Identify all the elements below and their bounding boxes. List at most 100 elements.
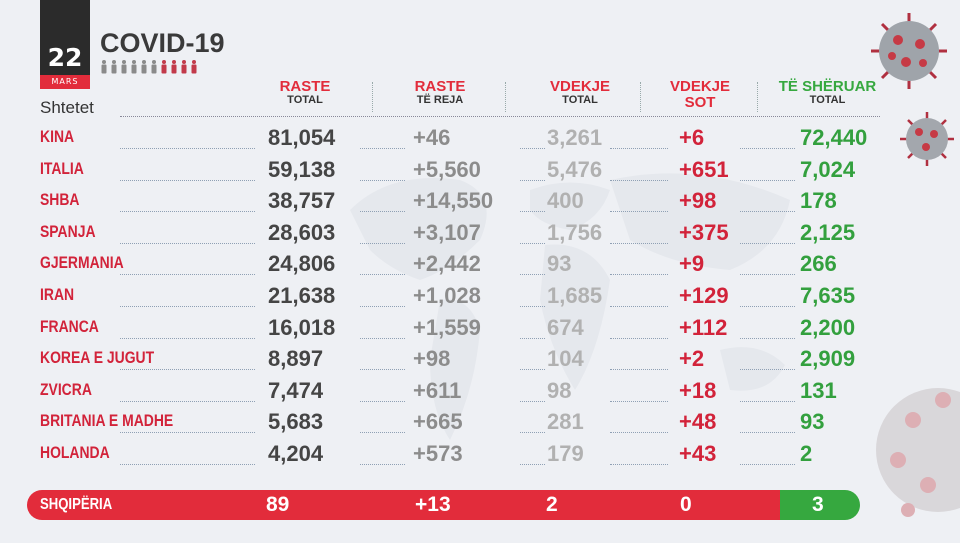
row-dotted-line <box>360 242 405 244</box>
header-line2: TË REJA <box>416 93 464 106</box>
table-row: SHBA 38,757 +14,550 400 +98 178 <box>0 188 960 221</box>
country-name: ITALIA <box>40 158 84 178</box>
header-line1: RASTE <box>414 78 466 95</box>
row-dotted-line <box>520 432 545 434</box>
cases-new: +98 <box>413 346 451 372</box>
deaths-today: +6 <box>679 125 705 150</box>
cases-total: 81,054 <box>268 125 336 150</box>
country-name: HOLANDA <box>40 443 110 462</box>
row-dotted-line <box>120 464 255 465</box>
country-name: SHBA <box>40 190 80 210</box>
page-title: COVID-19 <box>100 28 225 58</box>
albania-new: +13 <box>415 493 451 516</box>
states-label: Shtetet <box>40 98 94 117</box>
virus-icon <box>876 388 960 517</box>
row-dotted-line <box>520 148 545 149</box>
row-dotted-line <box>740 148 795 149</box>
row-dotted-line <box>360 464 405 465</box>
deaths-total: 281 <box>547 409 584 435</box>
country-name: GJERMANIA <box>40 253 124 273</box>
divider <box>120 116 880 117</box>
row-dotted-line <box>360 211 405 213</box>
deaths-today: +48 <box>679 409 717 435</box>
table-row: FRANCA 16,018 +1,559 674 +112 2,200 <box>0 314 960 348</box>
table-row: HOLANDA 4,204 +573 179 +43 2 <box>0 441 960 474</box>
header-line2: TOTAL <box>287 93 323 106</box>
table-row: ITALIA 59,138 +5,560 5,476 +651 7,024 <box>0 156 960 190</box>
cases-total: 8,897 <box>268 346 324 372</box>
virus-icon <box>871 13 947 89</box>
row-dotted-line <box>120 148 255 149</box>
deaths-today: +98 <box>679 188 717 214</box>
deaths-total: 93 <box>547 251 572 277</box>
person-icon <box>181 60 187 74</box>
deaths-today: +2 <box>679 346 705 372</box>
recovered-total: 266 <box>800 251 837 277</box>
row-dotted-line <box>610 274 668 276</box>
row-dotted-line <box>740 337 795 339</box>
header-line1: RASTE <box>279 78 331 95</box>
header-vdekje-total: VDEKJE TOTAL <box>540 79 620 106</box>
header-separator <box>640 82 641 112</box>
albania-today: 0 <box>680 493 692 516</box>
row-dotted-line <box>120 242 255 244</box>
row-dotted-line <box>520 211 545 213</box>
header-line1: VDEKJE <box>669 78 731 95</box>
header-line2: TOTAL <box>562 93 598 106</box>
cases-new: +665 <box>413 409 463 435</box>
cases-new: +3,107 <box>413 219 481 245</box>
cases-new: +5,560 <box>413 156 481 182</box>
header-separator <box>372 82 373 112</box>
country-name: FRANCA <box>40 316 99 336</box>
row-dotted-line <box>740 306 795 307</box>
deaths-total: 400 <box>547 188 584 214</box>
cases-total: 7,474 <box>268 377 324 403</box>
deaths-total: 1,756 <box>547 219 603 245</box>
row-dotted-line <box>120 432 255 434</box>
row-dotted-line <box>360 432 405 434</box>
row-dotted-line <box>740 432 795 434</box>
row-dotted-line <box>520 400 545 402</box>
recovered-total: 131 <box>800 377 837 403</box>
deaths-today: +18 <box>679 377 717 403</box>
albania-country: SHQIPËRIA <box>40 496 113 513</box>
table-row: SPANJA 28,603 +3,107 1,756 +375 2,125 <box>0 219 960 253</box>
person-icon <box>101 60 107 74</box>
country-name: IRAN <box>40 285 75 304</box>
cases-new: +46 <box>413 125 451 150</box>
header-line1: VDEKJE <box>549 78 611 95</box>
table-row: KOREA E JUGUT 8,897 +98 104 +2 2,909 <box>0 346 960 379</box>
albania-deaths: 2 <box>546 493 558 516</box>
country-name: ZVICRA <box>40 379 92 399</box>
header-separator <box>757 82 758 112</box>
people-icon-row <box>100 60 198 74</box>
deaths-total: 179 <box>547 441 584 466</box>
deaths-total: 104 <box>547 346 584 372</box>
header-raste-reja: RASTE TË REJA <box>405 79 475 106</box>
row-dotted-line <box>610 148 668 149</box>
person-icon <box>161 60 167 74</box>
header-line1: TË SHËRUAR <box>778 78 877 95</box>
cases-total: 4,204 <box>268 441 324 466</box>
row-dotted-line <box>740 179 795 181</box>
row-dotted-line <box>520 274 545 276</box>
cases-total: 38,757 <box>268 188 336 214</box>
cases-new: +2,442 <box>413 251 481 277</box>
row-dotted-line <box>740 211 795 213</box>
row-dotted-line <box>120 179 255 181</box>
cases-total: 24,806 <box>268 251 336 277</box>
table-row: BRITANIA E MADHE 5,683 +665 281 +48 93 <box>0 409 960 442</box>
row-dotted-line <box>520 369 545 371</box>
recovered-total: 2,200 <box>800 314 856 340</box>
cases-new: +611 <box>413 377 462 403</box>
row-dotted-line <box>610 464 668 465</box>
row-dotted-line <box>740 274 795 276</box>
row-dotted-line <box>120 369 255 371</box>
recovered-total: 93 <box>800 409 825 435</box>
row-dotted-line <box>610 337 668 339</box>
country-name: BRITANIA E MADHE <box>40 411 174 431</box>
row-dotted-line <box>120 400 255 402</box>
cases-new: +573 <box>413 441 463 466</box>
row-dotted-line <box>360 400 405 402</box>
cases-total: 21,638 <box>268 283 336 308</box>
